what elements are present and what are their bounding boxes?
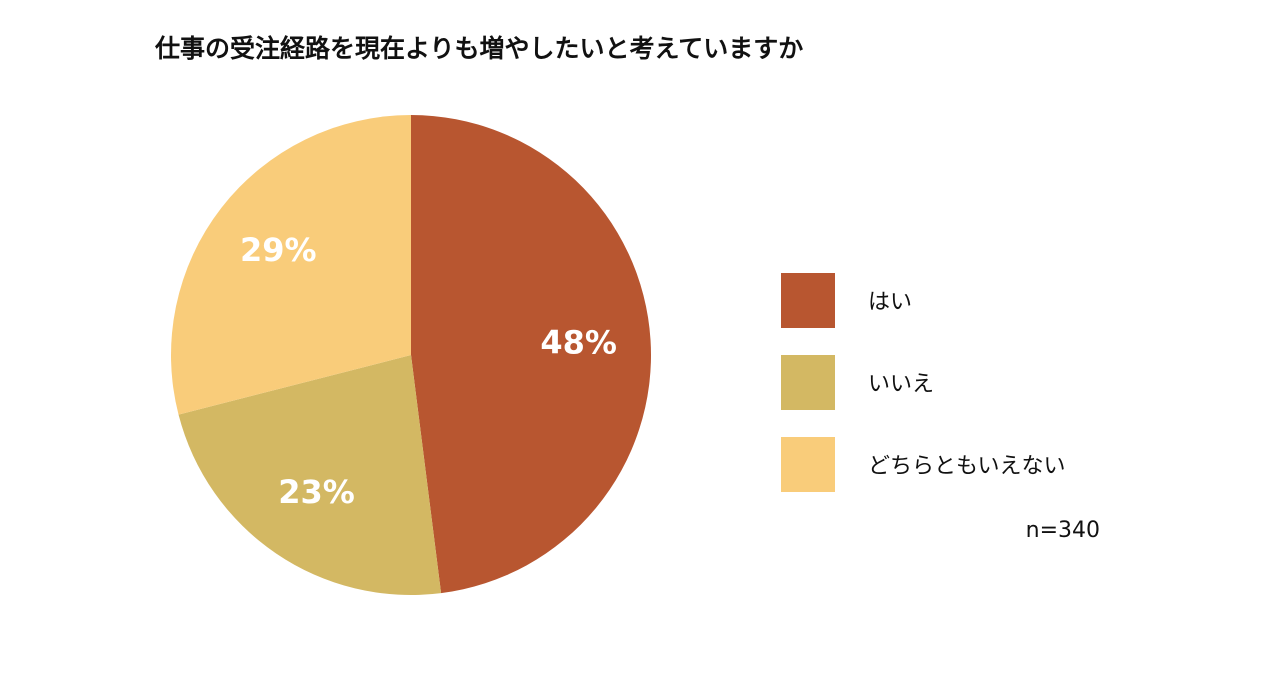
pie-slice — [411, 115, 652, 594]
slice-label: 29% — [240, 231, 317, 269]
slice-label: 23% — [278, 473, 355, 511]
chart-title: 仕事の受注経路を現在よりも増やしたいと考えていますか — [154, 34, 803, 63]
sample-size-note: n=340 — [1026, 518, 1100, 543]
legend-label: はい — [868, 290, 912, 315]
slice-label: 48% — [540, 323, 617, 361]
legend-swatch — [781, 273, 835, 328]
legend-swatch — [781, 355, 835, 410]
legend-label: どちらともいえない — [868, 454, 1066, 479]
legend-swatch — [781, 437, 835, 492]
pie-slice — [171, 115, 411, 415]
legend-label: いいえ — [868, 372, 934, 397]
pie-slice — [178, 355, 442, 596]
